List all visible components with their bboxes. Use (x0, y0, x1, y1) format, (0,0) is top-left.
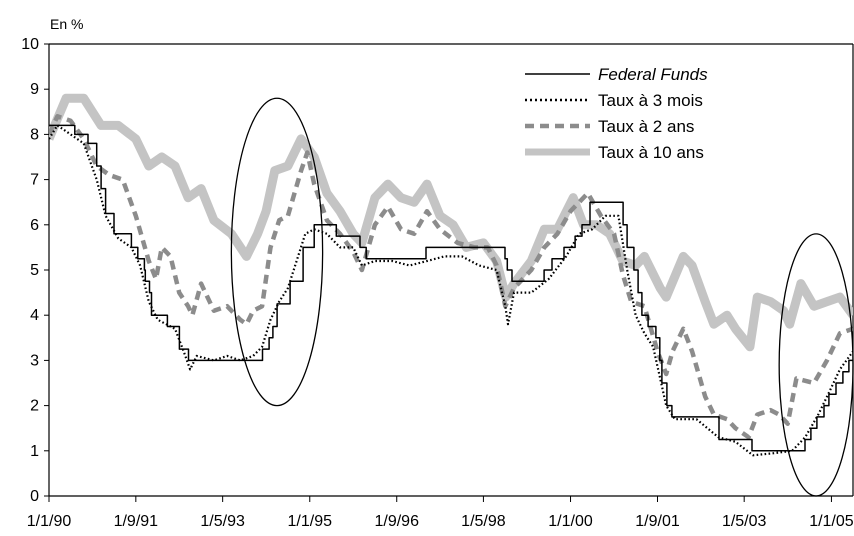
series-line-2 (49, 114, 853, 440)
y-tick-labels: 0 1 2 3 4 5 6 7 8 9 10 (21, 36, 39, 505)
y-tick-label: 9 (30, 81, 39, 98)
series-line-3 (49, 93, 853, 352)
legend-label-0: Federal Funds (598, 65, 708, 84)
annotation-layer (230, 97, 854, 497)
y-tick-label: 8 (30, 126, 39, 143)
series-line-1 (49, 124, 853, 457)
highlight-ellipse-1 (778, 233, 854, 497)
legend-label-2: Taux à 2 ans (598, 117, 694, 136)
x-tick-label: 1/5/98 (461, 513, 506, 530)
y-tick-label: 3 (30, 352, 39, 369)
y-tick-label: 5 (30, 262, 39, 279)
x-tick-label: 1/9/91 (114, 513, 159, 530)
series-layer (49, 93, 853, 457)
x-tick-label: 1/1/00 (548, 513, 593, 530)
x-tick-label: 1/1/90 (27, 513, 72, 530)
x-tick-label: 1/9/01 (635, 513, 680, 530)
y-tick-label: 0 (30, 488, 39, 505)
y-tick-label: 6 (30, 217, 39, 234)
x-tick-label: 1/5/93 (200, 513, 245, 530)
x-tick-label: 1/9/96 (374, 513, 419, 530)
series-line-0 (49, 124, 853, 452)
unit-label: En % (50, 16, 83, 32)
x-tick-label: 1/5/03 (722, 513, 767, 530)
y-tick-label: 4 (30, 307, 39, 324)
x-tick-label: 1/1/95 (288, 513, 333, 530)
highlight-ellipse-0 (230, 97, 324, 407)
y-tick-label: 10 (21, 36, 39, 53)
y-tick-label: 7 (30, 172, 39, 189)
x-tick-label: 1/1/05 (809, 513, 854, 530)
legend-label-1: Taux à 3 mois (598, 91, 703, 110)
axes (44, 43, 854, 502)
x-tick-labels: 1/1/90 1/9/91 1/5/93 1/1/95 1/9/96 1/5/98 1/1/… (27, 513, 854, 530)
y-tick-label: 2 (30, 398, 39, 415)
y-tick-label: 1 (30, 443, 39, 460)
legend-label-3: Taux à 10 ans (598, 143, 704, 162)
legend: Federal Funds Taux à 3 mois Taux à 2 ans Ta… (525, 65, 708, 162)
